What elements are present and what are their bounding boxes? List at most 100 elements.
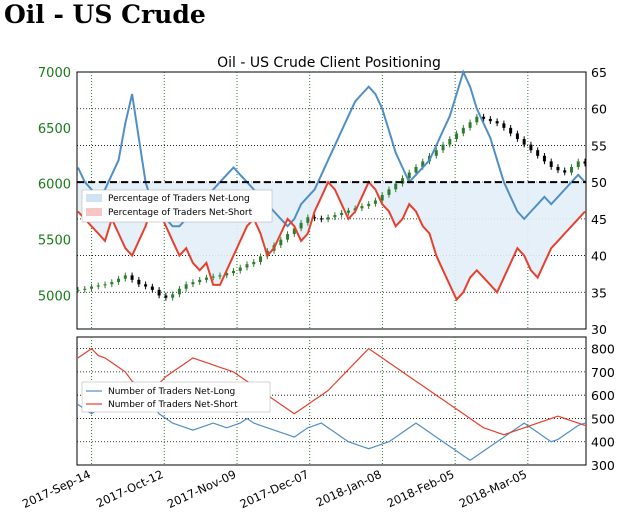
price-candle-body (515, 133, 519, 140)
right-tick-label: 30 (591, 322, 607, 337)
price-candle-body (211, 276, 215, 278)
right-tick-label: 60 (591, 102, 607, 117)
legend-label-net-short-count: Number of Traders Net-Short (108, 400, 238, 410)
top-ticks: 30 35 40 45 50 55 60 65 5000 5500 6000 6500 7000 (38, 65, 607, 337)
bottom-series (77, 347, 586, 462)
price-candle-body (340, 212, 344, 216)
price-candle-body (103, 284, 107, 286)
price-candle-body (144, 284, 148, 287)
price-candle-body (252, 261, 256, 265)
price-candle-body (495, 121, 499, 124)
price-candle-body (319, 218, 323, 220)
price-candle-body (292, 228, 296, 235)
x-tick-label: 2017-Dec-07 (238, 467, 311, 511)
legend-swatch-net-short-pct (86, 208, 102, 216)
bottom-right-tick-label: 400 (591, 435, 615, 450)
right-tick-label: 35 (591, 285, 607, 300)
price-candle-body (130, 275, 134, 280)
price-candle-body (536, 150, 540, 156)
left-tick-label: 5500 (38, 234, 71, 249)
bottom-right-tick-label: 300 (591, 458, 615, 473)
left-tick-label: 6000 (38, 178, 71, 193)
legend-label-net-long-count: Number of Traders Net-Long (108, 387, 235, 397)
price-candle-body (407, 172, 411, 179)
price-candle-body (184, 284, 188, 289)
price-candle-body (549, 161, 553, 167)
price-candle-body (90, 286, 94, 289)
chart-title: Oil - US Crude Client Positioning (217, 55, 441, 71)
bottom-legend-box (81, 381, 271, 413)
bottom-right-tick-label: 800 (591, 342, 615, 357)
price-candle-body (556, 166, 560, 171)
left-tick-label: 7000 (38, 66, 71, 81)
price-candle-body (522, 139, 526, 145)
price-candle-body (171, 294, 175, 298)
price-candle-body (225, 273, 229, 276)
legend-label-net-short-pct: Percentage of Traders Net-Short (108, 208, 253, 218)
bottom-panel: 300 400 500 600 700 800 Number of Traders Net… (76, 336, 615, 473)
price-candle-body (157, 289, 161, 296)
price-candle-body (475, 116, 479, 123)
price-candle-body (502, 123, 506, 128)
price-candle-body (333, 215, 337, 218)
price-candle-body (164, 295, 168, 298)
x-axis-labels: 2017-Sep-14 2017-Oct-12 2017-Nov-09 2017-De… (20, 467, 529, 511)
price-candle-body (313, 217, 317, 219)
top-panel: 30 35 40 45 50 55 60 65 5000 5500 6000 6500 7000 Per… (38, 65, 607, 337)
legend-swatch-net-long-pct (86, 194, 102, 202)
price-candle-body (286, 234, 290, 240)
price-candle-body (150, 286, 154, 290)
price-candle-body (299, 222, 303, 229)
price-candle-body (198, 279, 202, 283)
x-tick-label: 2017-Oct-12 (94, 467, 166, 510)
right-tick-label: 50 (591, 175, 607, 190)
price-candle-body (387, 189, 391, 195)
bottom-legend: Number of Traders Net-Long Number of Tra… (81, 381, 271, 413)
top-legend-box (81, 189, 273, 223)
series-count-net-long (77, 382, 586, 462)
legend-label-net-long-pct: Percentage of Traders Net-Long (108, 194, 250, 204)
price-candle-body (400, 178, 404, 184)
price-candle-body (83, 288, 87, 290)
price-candle-body (231, 270, 235, 274)
top-legend: Percentage of Traders Net-Long Percentag… (81, 189, 273, 223)
x-tick-label: 2018-Feb-05 (385, 467, 457, 510)
price-candle-body (245, 264, 249, 268)
price-candle-body (529, 144, 533, 151)
price-candle-body (373, 200, 377, 204)
right-tick-label: 45 (591, 212, 607, 227)
left-tick-label: 5000 (38, 289, 71, 304)
bottom-right-tick-label: 700 (591, 365, 615, 380)
price-candle-body (576, 161, 580, 167)
right-tick-label: 40 (591, 249, 607, 264)
price-candle-body (123, 275, 127, 279)
price-candle-body (509, 127, 513, 134)
price-candle-body (569, 166, 573, 173)
price-candle-body (110, 282, 114, 285)
price-candle-body (306, 217, 310, 223)
price-candle-body (434, 150, 438, 156)
price-candle-body (326, 217, 330, 220)
price-candle-body (563, 170, 567, 173)
price-candle-body (367, 203, 371, 207)
right-tick-label: 65 (591, 65, 607, 80)
x-tick-label: 2018-Jan-08 (314, 467, 384, 510)
price-candle-body (394, 183, 398, 190)
bottom-ticks: 300 400 500 600 700 800 (591, 342, 615, 473)
x-tick-label: 2017-Nov-09 (165, 467, 238, 511)
price-candle-body (96, 285, 100, 287)
price-candle-body (137, 279, 141, 285)
price-candle-body (346, 210, 350, 213)
left-tick-label: 6500 (38, 122, 71, 137)
price-candle-body (204, 277, 208, 280)
x-tick-label: 2017-Sep-14 (20, 467, 93, 511)
price-candle-body (488, 118, 492, 122)
price-candle-body (380, 194, 384, 201)
price-candle-body (542, 155, 546, 162)
price-candle-body (117, 278, 121, 283)
bottom-right-tick-label: 600 (591, 388, 615, 403)
price-candle-body (238, 267, 242, 271)
price-candle-body (279, 239, 283, 246)
price-candle-body (259, 256, 263, 262)
